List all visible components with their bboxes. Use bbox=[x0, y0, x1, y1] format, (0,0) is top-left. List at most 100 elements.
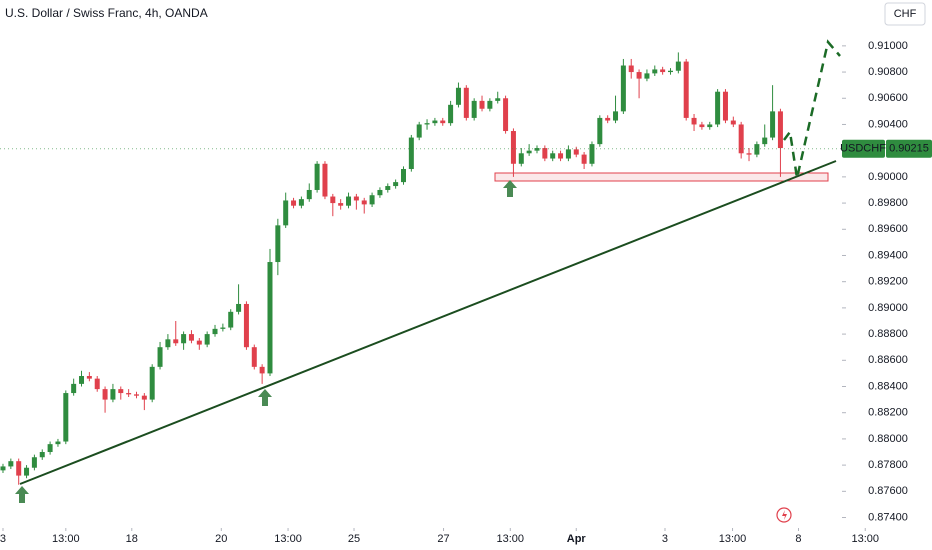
y-tick-label: 0.90000 bbox=[868, 171, 908, 183]
candle-body bbox=[730, 120, 736, 125]
x-tick-label: 18 bbox=[126, 533, 138, 545]
arrow-up bbox=[503, 180, 517, 197]
candle-body bbox=[291, 200, 297, 206]
candle-body bbox=[746, 153, 752, 155]
candle-body bbox=[196, 340, 202, 345]
candle-body bbox=[471, 100, 477, 118]
time-axis bbox=[0, 528, 932, 550]
candle-body bbox=[259, 366, 265, 374]
y-tick-label: 0.89400 bbox=[868, 249, 908, 261]
candle-body bbox=[722, 91, 728, 121]
x-tick-label: 27 bbox=[437, 533, 449, 545]
candle-body bbox=[487, 100, 493, 109]
candle-body bbox=[86, 376, 92, 379]
candle-body bbox=[777, 111, 783, 149]
candle-body bbox=[39, 452, 45, 458]
trend-line bbox=[19, 160, 837, 485]
title-bg bbox=[0, 0, 260, 26]
candle-body bbox=[652, 69, 658, 74]
y-tick-label: 0.88000 bbox=[868, 433, 908, 445]
candle-body bbox=[102, 389, 108, 400]
candle-body bbox=[699, 124, 705, 128]
x-tick-label: 13:00 bbox=[851, 533, 879, 545]
candle-body bbox=[220, 327, 226, 329]
candle-body bbox=[738, 124, 744, 154]
candle-body bbox=[243, 303, 249, 348]
candle-body bbox=[188, 334, 194, 341]
candle-body bbox=[267, 262, 273, 374]
candle-body bbox=[400, 169, 406, 183]
x-tick-label: 20 bbox=[215, 533, 227, 545]
candle-body bbox=[110, 389, 116, 400]
y-tick-label: 0.90600 bbox=[868, 92, 908, 104]
candle-body bbox=[126, 393, 132, 395]
y-tick-label: 0.89000 bbox=[868, 302, 908, 314]
candle-body bbox=[369, 195, 375, 205]
candle-body bbox=[8, 461, 14, 467]
candle-body bbox=[636, 72, 642, 79]
candle-body bbox=[149, 366, 155, 400]
candle-body bbox=[157, 347, 163, 367]
y-tick-label: 0.89600 bbox=[868, 223, 908, 235]
candle-body bbox=[361, 200, 367, 205]
x-tick-label: 3 bbox=[0, 533, 6, 545]
candle-body bbox=[455, 87, 461, 105]
candle-body bbox=[165, 339, 171, 348]
candle-body bbox=[377, 189, 383, 196]
candle-body bbox=[173, 339, 179, 344]
candle-body bbox=[416, 124, 422, 138]
y-tick-label: 0.89200 bbox=[868, 276, 908, 288]
candle-body bbox=[675, 61, 681, 71]
candle-body bbox=[353, 196, 359, 201]
candle-body bbox=[31, 457, 37, 468]
candle-body bbox=[565, 149, 571, 159]
x-tick-label: 13:00 bbox=[52, 533, 80, 545]
candle-body bbox=[330, 196, 336, 204]
y-tick-label: 0.90800 bbox=[868, 66, 908, 78]
y-tick-label: 0.89800 bbox=[868, 197, 908, 209]
price-label: 0.90215 bbox=[889, 143, 929, 155]
candle-body bbox=[613, 111, 619, 121]
candle-body bbox=[236, 303, 242, 312]
axes: 0.91000 0.90800 0.90600 0.90400 0.90000 0.898… bbox=[0, 40, 932, 545]
candle-body bbox=[322, 163, 328, 197]
candle-body bbox=[715, 91, 721, 125]
currency-label: CHF bbox=[894, 8, 917, 20]
arrow-up bbox=[15, 486, 29, 503]
event-icon[interactable] bbox=[776, 507, 792, 523]
candle-body bbox=[338, 203, 344, 206]
candle-body bbox=[628, 65, 634, 73]
candle-body bbox=[691, 117, 697, 125]
candle-body bbox=[424, 123, 430, 125]
candle-body bbox=[762, 137, 768, 145]
candle-body bbox=[24, 467, 30, 476]
candle-body bbox=[133, 394, 139, 396]
candle-body bbox=[707, 124, 713, 128]
candle-body bbox=[495, 98, 501, 101]
candle-body bbox=[644, 73, 650, 79]
x-tick-label: 13:00 bbox=[497, 533, 525, 545]
chart-title: U.S. Dollar / Swiss Franc, 4h, OANDA bbox=[5, 6, 208, 20]
x-tick-label: 13:00 bbox=[719, 533, 747, 545]
candle-body bbox=[228, 311, 234, 328]
candle-body bbox=[463, 87, 469, 118]
plot bbox=[0, 52, 783, 485]
candle-body bbox=[55, 441, 61, 445]
candle-body bbox=[79, 376, 85, 384]
candle-body bbox=[212, 328, 218, 335]
currency-button[interactable] bbox=[884, 2, 926, 26]
candle-body bbox=[581, 154, 587, 164]
y-tick-label: 0.88600 bbox=[868, 354, 908, 366]
candle-body bbox=[314, 163, 320, 190]
candle-body bbox=[63, 393, 69, 442]
candle-body bbox=[542, 148, 548, 159]
candle-body bbox=[283, 200, 289, 226]
candle-body bbox=[306, 189, 312, 200]
candle-body bbox=[770, 111, 776, 138]
candle-body bbox=[448, 104, 454, 124]
y-tick-label: 0.91000 bbox=[868, 40, 908, 52]
candle-body bbox=[573, 149, 579, 155]
candle-body bbox=[298, 199, 304, 206]
candle-body bbox=[204, 334, 210, 345]
